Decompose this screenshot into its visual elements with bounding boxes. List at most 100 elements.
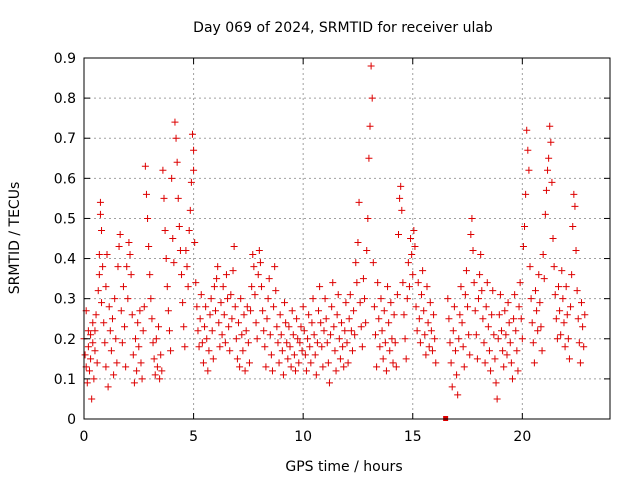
data-point (476, 271, 484, 279)
data-point (149, 339, 157, 347)
data-point (240, 311, 248, 319)
data-point (567, 303, 575, 311)
data-point (477, 251, 485, 259)
data-point (296, 339, 304, 347)
data-point (290, 351, 298, 359)
data-point (169, 235, 177, 242)
data-point (351, 331, 359, 339)
data-point (227, 291, 235, 299)
data-point (112, 335, 120, 343)
data-point (253, 335, 261, 343)
data-point (172, 134, 180, 142)
data-point (96, 198, 104, 206)
data-point (390, 311, 398, 319)
data-point (216, 343, 224, 351)
data-point (408, 251, 416, 259)
data-point (137, 359, 145, 367)
data-point (503, 351, 511, 359)
data-point (277, 331, 285, 339)
x-tick-label: 5 (189, 429, 198, 445)
data-point (471, 307, 479, 315)
data-point (283, 339, 291, 347)
data-point (312, 371, 320, 379)
data-point (556, 307, 564, 315)
data-points (80, 62, 589, 421)
data-point (451, 347, 459, 355)
data-point (267, 351, 275, 359)
data-point (333, 311, 341, 319)
data-point (313, 339, 321, 347)
data-point (190, 146, 198, 154)
data-point (232, 335, 240, 343)
data-point (228, 315, 236, 323)
data-point (455, 335, 463, 343)
data-point (391, 339, 399, 347)
data-point (319, 363, 327, 371)
data-point (244, 339, 252, 347)
data-point (103, 251, 111, 259)
data-point (344, 359, 352, 367)
data-point (213, 275, 221, 283)
data-point (104, 383, 112, 391)
data-point (488, 311, 496, 319)
data-point (135, 343, 143, 351)
data-point (444, 295, 452, 303)
data-point (301, 351, 309, 359)
data-point (494, 335, 502, 343)
data-point (229, 267, 237, 275)
data-point (380, 307, 388, 315)
data-point (179, 299, 187, 307)
data-point (536, 299, 544, 307)
data-point (125, 239, 133, 247)
data-point (470, 279, 478, 287)
data-point (505, 319, 513, 327)
x-tick-label: 0 (80, 429, 89, 445)
data-point (517, 315, 525, 323)
data-point (482, 303, 490, 311)
data-point (479, 315, 487, 323)
data-point (412, 303, 420, 311)
data-point (499, 347, 507, 355)
data-point (565, 355, 573, 363)
data-point (340, 363, 348, 371)
data-point (119, 283, 127, 291)
data-point (162, 255, 170, 263)
data-point (106, 327, 114, 335)
data-point (521, 222, 529, 230)
data-point (84, 343, 92, 351)
data-point (339, 343, 347, 351)
data-point (401, 335, 409, 343)
data-point (402, 355, 410, 363)
data-point (282, 319, 290, 327)
data-point (328, 303, 336, 311)
data-point (295, 359, 303, 367)
data-point (81, 351, 89, 359)
data-point (422, 351, 430, 359)
data-point (165, 327, 173, 335)
data-point (480, 339, 488, 347)
data-point (261, 343, 269, 351)
data-point (449, 327, 457, 335)
data-point (581, 311, 589, 319)
data-point (148, 315, 156, 323)
data-point (371, 331, 379, 339)
data-point (236, 363, 244, 371)
data-point (389, 359, 397, 367)
x-tick-label: 15 (404, 429, 422, 445)
data-point (573, 287, 581, 295)
data-point (113, 359, 121, 367)
data-point (551, 291, 559, 299)
data-point (466, 351, 474, 359)
data-point (382, 367, 390, 375)
data-point (485, 347, 493, 355)
data-point (250, 263, 258, 271)
data-point (419, 267, 427, 275)
data-point (83, 379, 91, 387)
data-point (370, 303, 378, 311)
data-point (263, 315, 271, 323)
data-point (392, 363, 400, 371)
y-tick-label: 0.8 (54, 91, 76, 107)
data-point (183, 263, 191, 271)
data-point (168, 174, 176, 182)
